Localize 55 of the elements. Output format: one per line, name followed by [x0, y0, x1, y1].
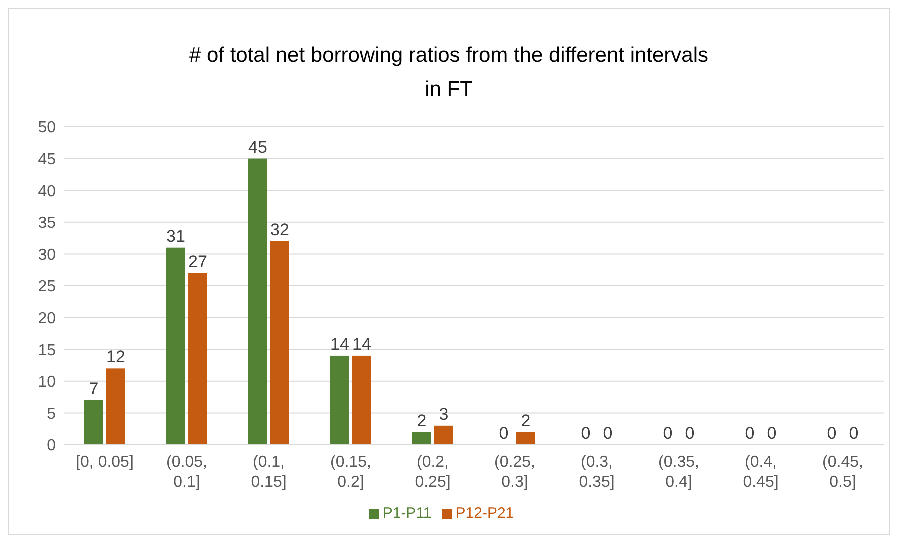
bar — [270, 241, 290, 445]
x-tick-label: (0.35, 0.4] — [658, 454, 700, 491]
data-label: 12 — [106, 348, 126, 367]
data-label: 7 — [89, 379, 99, 398]
bar — [412, 432, 432, 445]
data-label: 32 — [270, 220, 290, 240]
data-label: 0 — [849, 424, 859, 443]
y-tick-label: 0 — [47, 438, 56, 455]
bar — [330, 356, 350, 445]
chart-title: # of total net borrowing ratios from the different intervals in FT — [189, 43, 709, 103]
y-tick-label: 25 — [38, 278, 56, 296]
data-label: 2 — [521, 411, 531, 430]
data-label: 0 — [827, 424, 837, 443]
y-tick-label: 50 — [38, 120, 56, 137]
data-label: 27 — [188, 252, 208, 272]
data-label: 0 — [581, 424, 591, 443]
data-label: 31 — [166, 226, 186, 246]
data-label: 14 — [330, 334, 350, 354]
bar — [248, 158, 268, 445]
y-tick-label: 5 — [47, 406, 56, 423]
bar — [434, 426, 454, 445]
bar — [106, 368, 126, 445]
x-tick-label: (0.45, 0.5] — [822, 454, 864, 491]
x-tick-label: [0, 0.05] — [76, 454, 134, 471]
y-tick-label: 35 — [38, 215, 56, 232]
data-label: 0 — [685, 424, 695, 443]
bar — [84, 400, 104, 445]
data-label: 14 — [352, 334, 372, 354]
x-tick-label: (0.05, 0.1] — [166, 454, 208, 491]
bar — [516, 432, 536, 445]
data-label: 0 — [767, 424, 777, 443]
bar — [188, 273, 208, 445]
x-tick-label: (0.25, 0.3] — [494, 454, 536, 491]
x-tick-label: (0.15, 0.2] — [330, 454, 372, 491]
x-tick-label: (0.2, 0.25] — [415, 454, 451, 491]
legend-label: P12-P21 — [456, 505, 514, 522]
bar — [166, 248, 186, 445]
data-label: 3 — [439, 404, 449, 424]
x-tick-label: (0.3, 0.35] — [579, 454, 615, 491]
y-tick-label: 15 — [38, 342, 56, 360]
y-tick-label: 20 — [38, 310, 56, 328]
data-label: 0 — [499, 424, 509, 443]
legend-label: P1-P11 — [382, 505, 432, 522]
data-label: 0 — [663, 424, 673, 443]
x-tick-label: (0.1, 0.15] — [251, 454, 287, 491]
y-tick-label: 45 — [38, 151, 56, 168]
x-tick-label: (0.4, 0.45] — [743, 454, 779, 491]
y-tick-label: 40 — [38, 183, 56, 200]
data-label: 0 — [603, 424, 613, 443]
data-label: 0 — [745, 424, 755, 443]
bar — [352, 356, 372, 445]
y-tick-label: 30 — [38, 246, 56, 264]
data-label: 45 — [248, 138, 268, 157]
y-tick-label: 10 — [38, 374, 56, 392]
data-label: 2 — [417, 411, 427, 430]
